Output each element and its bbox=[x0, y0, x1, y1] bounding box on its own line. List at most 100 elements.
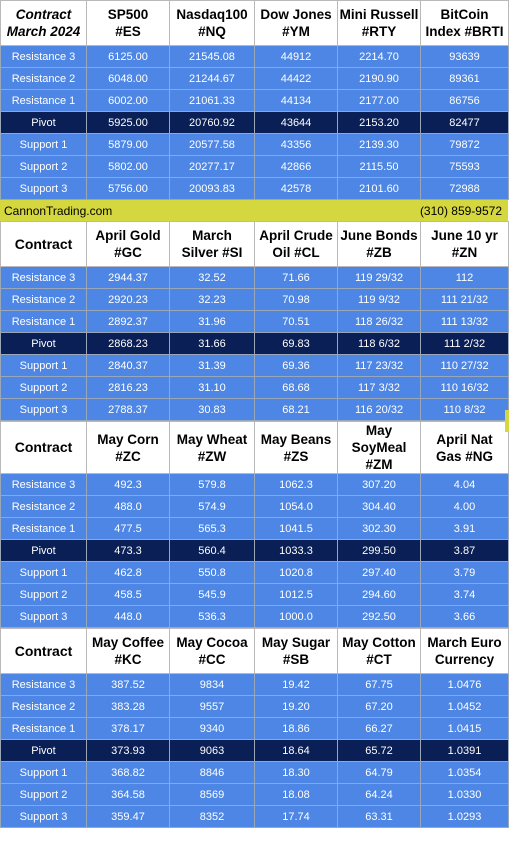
column-header: March Silver #SI bbox=[169, 221, 255, 267]
site-link[interactable]: CannonTrading.com bbox=[4, 203, 113, 218]
level-value: 18.86 bbox=[254, 717, 338, 740]
levels-table: Contract April Gold #GC March Silver #SI Apri… bbox=[0, 221, 509, 421]
level-value: 1.0330 bbox=[420, 783, 509, 806]
level-value: 297.40 bbox=[337, 561, 421, 584]
level-value: 70.51 bbox=[254, 310, 338, 333]
level-value: 373.93 bbox=[86, 739, 170, 762]
level-value: 118 6/32 bbox=[337, 332, 421, 355]
level-value: 1.0452 bbox=[420, 695, 509, 718]
header-line: #ZN bbox=[451, 245, 478, 260]
level-value: 2840.37 bbox=[86, 354, 170, 377]
header-line: BitCoin bbox=[440, 7, 489, 22]
row-support-3: Support 3 448.0 536.3 1000.0 292.50 3.66 bbox=[0, 605, 509, 628]
row-label: Support 1 bbox=[0, 354, 87, 377]
level-value: 5802.00 bbox=[86, 155, 170, 178]
level-value: 3.74 bbox=[420, 583, 509, 606]
header-line: #YM bbox=[282, 24, 310, 39]
header-line: May Cotton bbox=[342, 635, 416, 650]
level-value: 5756.00 bbox=[86, 177, 170, 200]
level-value: 6048.00 bbox=[86, 67, 170, 90]
level-value: 378.17 bbox=[86, 717, 170, 740]
level-value: 5879.00 bbox=[86, 133, 170, 156]
level-value: 1012.5 bbox=[254, 583, 338, 606]
level-value: 72988 bbox=[420, 177, 509, 200]
row-support-3: Support 3 359.47 8352 17.74 63.31 1.0293 bbox=[0, 805, 509, 828]
level-value: 65.72 bbox=[337, 739, 421, 762]
contract-header: Contract bbox=[0, 221, 87, 267]
level-value: 473.3 bbox=[86, 539, 170, 562]
header-line: June 10 yr bbox=[431, 228, 498, 243]
level-value: 550.8 bbox=[169, 561, 255, 584]
level-value: 20277.17 bbox=[169, 155, 255, 178]
column-header: May Cocoa #CC bbox=[169, 628, 255, 674]
level-value: 6002.00 bbox=[86, 89, 170, 112]
level-value: 110 8/32 bbox=[420, 398, 509, 421]
column-header: Nasdaq100 #NQ bbox=[169, 0, 255, 46]
row-label: Support 3 bbox=[0, 398, 87, 421]
row-label: Pivot bbox=[0, 739, 87, 762]
row-resistance-2: Resistance 2 6048.00 21244.67 44422 2190.90 8… bbox=[0, 67, 509, 90]
level-value: 2214.70 bbox=[337, 45, 421, 68]
header-line: March Euro bbox=[427, 635, 502, 650]
level-value: 69.83 bbox=[254, 332, 338, 355]
row-resistance-2: Resistance 2 2920.23 32.23 70.98 119 9/32 111… bbox=[0, 288, 509, 311]
header-line: Currency bbox=[434, 652, 495, 667]
header-line: May Cocoa bbox=[176, 635, 248, 650]
column-header: May Cotton #CT bbox=[337, 628, 421, 674]
level-value: 31.10 bbox=[169, 376, 255, 399]
level-value: 71.66 bbox=[254, 266, 338, 289]
level-value: 9834 bbox=[169, 673, 255, 696]
level-value: 477.5 bbox=[86, 517, 170, 540]
level-value: 8352 bbox=[169, 805, 255, 828]
header-line: Contract bbox=[14, 642, 73, 659]
column-header: April Gold #GC bbox=[86, 221, 170, 267]
level-value: 488.0 bbox=[86, 495, 170, 518]
header-line: March 2024 bbox=[6, 24, 81, 39]
row-resistance-1: Resistance 1 2892.37 31.96 70.51 118 26/32 11… bbox=[0, 310, 509, 333]
header-line: May bbox=[365, 423, 393, 438]
level-value: 359.47 bbox=[86, 805, 170, 828]
row-resistance-1: Resistance 1 477.5 565.3 1041.5 302.30 3.91 bbox=[0, 517, 509, 540]
level-value: 67.75 bbox=[337, 673, 421, 696]
level-value: 1.0415 bbox=[420, 717, 509, 740]
row-label: Resistance 1 bbox=[0, 310, 87, 333]
level-value: 536.3 bbox=[169, 605, 255, 628]
row-label: Support 1 bbox=[0, 133, 87, 156]
level-value: 9340 bbox=[169, 717, 255, 740]
level-value: 31.39 bbox=[169, 354, 255, 377]
level-value: 2153.20 bbox=[337, 111, 421, 134]
level-value: 1.0391 bbox=[420, 739, 509, 762]
level-value: 448.0 bbox=[86, 605, 170, 628]
column-header: May Beans #ZS bbox=[254, 421, 338, 474]
level-value: 9557 bbox=[169, 695, 255, 718]
header-row: Contract March 2024 SP500 #ES Nasdaq100 #NQ Do… bbox=[0, 0, 509, 46]
level-value: 579.8 bbox=[169, 473, 255, 496]
level-value: 20577.58 bbox=[169, 133, 255, 156]
levels-table: Contract May Coffee #KC May Cocoa #CC May Sug… bbox=[0, 628, 509, 828]
header-line: Contract bbox=[14, 235, 73, 252]
column-header: June 10 yr #ZN bbox=[420, 221, 509, 267]
row-label: Resistance 1 bbox=[0, 517, 87, 540]
level-value: 119 9/32 bbox=[337, 288, 421, 311]
level-value: 82477 bbox=[420, 111, 509, 134]
level-value: 32.23 bbox=[169, 288, 255, 311]
header-line: Gas #NG bbox=[435, 448, 494, 464]
row-resistance-3: Resistance 3 2944.37 32.52 71.66 119 29/32 11… bbox=[0, 266, 509, 289]
level-value: 118 26/32 bbox=[337, 310, 421, 333]
header-line: #CC bbox=[198, 652, 226, 667]
levels-table: Contract March 2024 SP500 #ES Nasdaq100 #NQ Do… bbox=[0, 0, 509, 200]
contract-header: Contract bbox=[0, 628, 87, 674]
level-value: 86756 bbox=[420, 89, 509, 112]
right-edge-highlight bbox=[505, 410, 509, 432]
header-line: Oil #CL bbox=[272, 245, 320, 260]
row-support-1: Support 1 462.8 550.8 1020.8 297.40 3.79 bbox=[0, 561, 509, 584]
level-value: 2788.37 bbox=[86, 398, 170, 421]
row-resistance-2: Resistance 2 383.28 9557 19.20 67.20 1.0452 bbox=[0, 695, 509, 718]
header-row: Contract May Coffee #KC May Cocoa #CC May Sug… bbox=[0, 628, 509, 674]
row-label: Resistance 2 bbox=[0, 695, 87, 718]
row-label: Support 1 bbox=[0, 561, 87, 584]
phone-number: (310) 859-9572 bbox=[419, 203, 502, 218]
level-value: 1.0354 bbox=[420, 761, 509, 784]
column-header: May Coffee #KC bbox=[86, 628, 170, 674]
level-value: 2868.23 bbox=[86, 332, 170, 355]
